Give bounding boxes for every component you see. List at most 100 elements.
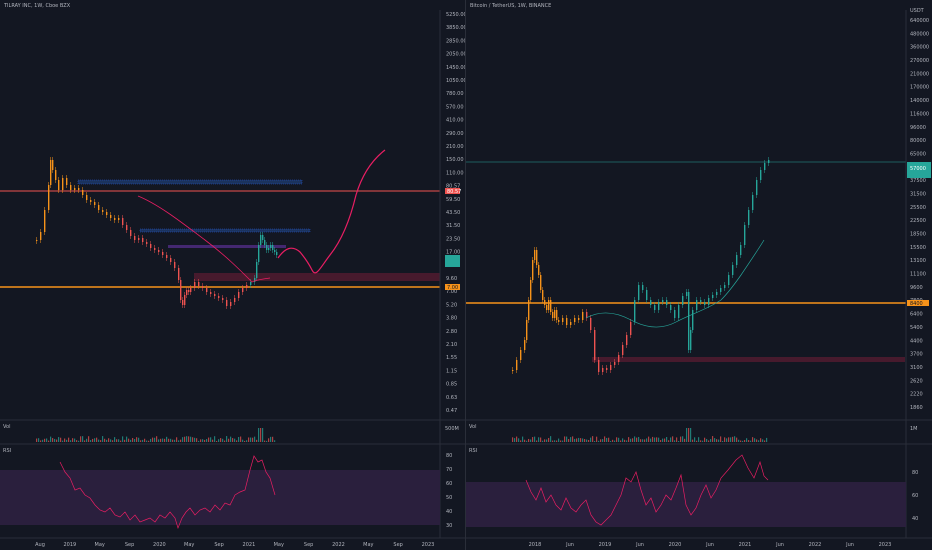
left-volume-bar xyxy=(88,436,90,442)
left-candle-body xyxy=(82,190,84,195)
right-price-tick: 2620 xyxy=(910,378,923,384)
right-candle-body xyxy=(542,290,544,300)
right-time-tick: Jun xyxy=(635,542,644,548)
left-volume-bar xyxy=(174,439,176,442)
right-candle-body xyxy=(716,292,718,295)
right-volume-bar xyxy=(586,439,588,442)
right-volume-bar xyxy=(714,438,716,442)
left-chart-pane[interactable]: TILRAY INC, 1W, Cboe BZX 5250.00 3850.00 2… xyxy=(0,0,466,550)
right-volume-bar xyxy=(554,440,556,442)
left-volume-bar xyxy=(132,437,134,442)
right-volume-bar xyxy=(668,440,670,442)
purple-zone xyxy=(168,245,286,248)
right-volume-bar xyxy=(654,437,656,442)
right-volume-bar xyxy=(572,436,574,442)
left-volume-bar xyxy=(84,440,86,442)
left-volume-bar xyxy=(108,438,110,442)
right-price-tick: 65000 xyxy=(910,151,926,157)
right-chart-canvas[interactable]: 640000 480000 360000 270000 210000 170000 1400… xyxy=(466,0,932,550)
right-volume-bar xyxy=(552,440,554,442)
left-time-tick: May xyxy=(95,542,105,548)
right-candle-body xyxy=(638,285,640,300)
left-volume-bar xyxy=(196,438,198,442)
right-candle-body xyxy=(570,322,572,325)
right-candle-body xyxy=(544,300,546,305)
left-volume-bar xyxy=(90,440,92,442)
left-candle-body xyxy=(178,268,180,280)
right-price-tick: 270000 xyxy=(910,58,929,64)
left-candle-body xyxy=(258,245,260,262)
right-volume-bar xyxy=(600,439,602,442)
left-chart-canvas[interactable]: 5250.00 3850.00 2850.00 2050.00 1450.00 1050.… xyxy=(0,0,465,550)
right-candle-body xyxy=(658,302,660,310)
left-time-tick: Sep xyxy=(214,542,223,548)
right-volume-bar xyxy=(588,439,590,442)
right-candle-body xyxy=(512,370,514,371)
left-volume-bar xyxy=(130,439,132,442)
left-volume-bar xyxy=(52,438,54,442)
left-volume-bar xyxy=(74,438,76,442)
right-candle-body xyxy=(708,298,710,305)
right-rsi-tick: 40 xyxy=(912,516,918,522)
left-candle-body xyxy=(264,240,266,245)
left-volume-bar xyxy=(208,437,210,442)
supply-zone-2 xyxy=(139,228,311,233)
right-time-tick: Jun xyxy=(565,542,574,548)
right-candle-body xyxy=(654,305,656,310)
right-time-tick: Jun xyxy=(845,542,854,548)
left-rsi-tick: 80 xyxy=(446,453,452,459)
left-rsi-tick: 40 xyxy=(446,509,452,515)
left-volume-bar xyxy=(42,439,44,442)
left-volume-bar xyxy=(198,440,200,442)
left-volume-bar xyxy=(158,439,160,442)
left-volume-bar xyxy=(100,440,102,442)
right-volume-bar xyxy=(628,437,630,442)
left-volume-bar xyxy=(242,439,244,442)
right-candle-body xyxy=(558,320,560,322)
left-volume-bar xyxy=(36,438,38,442)
right-candle-body xyxy=(610,365,612,370)
left-price-tick: 5250.00 xyxy=(446,12,465,18)
right-chart-pane[interactable]: Bitcoin / TetherUS, 1W, BINANCE 640000 48… xyxy=(466,0,932,550)
left-symbol-title[interactable]: TILRAY INC, 1W, Cboe BZX xyxy=(4,3,71,9)
right-volume-bar xyxy=(712,436,714,442)
left-candle-body xyxy=(48,185,50,210)
right-volume-bar xyxy=(676,437,678,442)
right-candle-body xyxy=(554,310,556,318)
left-candle-body xyxy=(268,248,270,250)
right-candle-body xyxy=(740,245,742,255)
right-volume-bar xyxy=(606,437,608,442)
left-volume-bar xyxy=(44,438,46,442)
left-volume-bar xyxy=(220,438,222,442)
right-volume-bar xyxy=(528,438,530,442)
left-price-tick: 3.80 xyxy=(446,316,457,322)
left-candle-body xyxy=(130,230,132,236)
right-price-tick: 15500 xyxy=(910,245,926,251)
left-volume-bar xyxy=(168,438,170,442)
right-volume-bar xyxy=(638,436,640,442)
left-volume-bar xyxy=(254,436,256,442)
left-candle-body xyxy=(234,298,236,302)
right-time-tick: Jun xyxy=(775,542,784,548)
left-volume-bar xyxy=(110,439,112,442)
left-volume-bar xyxy=(162,438,164,442)
right-demand-zone xyxy=(592,357,905,362)
right-volume-bar xyxy=(766,437,768,442)
right-volume-bar xyxy=(758,440,760,442)
right-symbol-title[interactable]: Bitcoin / TetherUS, 1W, BINANCE xyxy=(470,3,552,9)
left-price-tick: 1.15 xyxy=(446,368,457,374)
right-volume-bar xyxy=(558,438,560,442)
right-volume-bar xyxy=(760,438,762,442)
supply-zone-1 xyxy=(77,179,303,185)
left-green-badge xyxy=(445,255,460,267)
left-candle-body xyxy=(44,210,46,232)
left-volume-bar xyxy=(180,439,182,442)
left-volume-bar xyxy=(166,436,168,442)
right-candle-body xyxy=(756,180,758,195)
left-time-tick: Sep xyxy=(393,542,402,548)
right-volume-bar xyxy=(726,438,728,442)
right-time-tick: 2023 xyxy=(879,542,892,548)
left-volume-bar xyxy=(202,439,204,442)
left-volume-bar xyxy=(122,436,124,442)
left-candle-body xyxy=(198,282,200,286)
